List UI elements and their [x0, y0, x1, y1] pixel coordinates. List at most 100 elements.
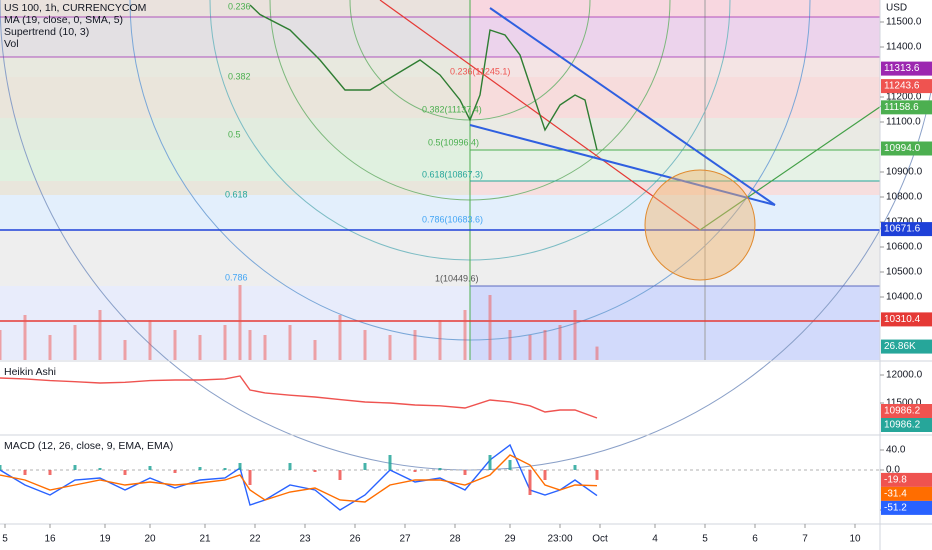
bar — [48, 335, 52, 360]
y-axis-label: USD — [886, 3, 907, 14]
y-tick-label: 10600.0 — [886, 242, 923, 253]
x-tick-label: 20 — [144, 534, 156, 545]
bar — [543, 330, 547, 360]
pane-title: Heikin Ashi — [4, 366, 56, 378]
bar — [463, 470, 467, 475]
y-tick-label: 0.0 — [886, 465, 900, 476]
fib-label: 0.236(11245.1) — [450, 66, 510, 76]
y-tick-label: 11400.0 — [886, 42, 922, 53]
series-line — [0, 443, 598, 511]
price-tag-label: -51.2 — [884, 503, 907, 514]
price-tag-label: 11243.6 — [884, 81, 920, 92]
x-tick-label: 5 — [2, 534, 8, 545]
price-tag-label: 10671.6 — [884, 224, 921, 235]
indicator-legend: MA (19, close, 0, SMA, 5) — [4, 14, 123, 26]
x-tick-label: 22 — [249, 534, 261, 545]
pane: 26.86K — [0, 285, 932, 360]
price-tag-label: 10986.2 — [884, 406, 921, 417]
bar — [98, 468, 102, 470]
price-tag-label: 11313.6 — [884, 63, 920, 74]
bar — [573, 310, 577, 360]
price-tag-label: 26.86K — [884, 341, 916, 352]
x-tick-label: 6 — [752, 534, 758, 545]
x-tick-label: 29 — [504, 534, 516, 545]
bar — [148, 466, 152, 470]
y-tick-label: 10800.0 — [886, 192, 923, 203]
price-tag — [881, 404, 932, 418]
bar — [488, 455, 492, 470]
bar — [263, 335, 267, 360]
bar — [73, 465, 77, 470]
price-tag — [881, 100, 932, 115]
bar — [438, 320, 442, 360]
bar — [438, 468, 442, 470]
bar — [313, 470, 317, 472]
fib-label: 0.5(10996.4) — [428, 137, 479, 147]
bar — [0, 465, 2, 470]
x-tick-label: Oct — [592, 534, 608, 545]
x-tick-label: 4 — [652, 534, 658, 545]
bar — [248, 470, 252, 485]
bar — [528, 470, 532, 495]
bar — [223, 325, 227, 360]
price-tag-label: -19.8 — [884, 475, 907, 486]
bar — [173, 470, 177, 473]
bar — [508, 330, 512, 360]
fib-label: 0.786 — [225, 272, 248, 282]
bar — [23, 470, 27, 475]
fib-label: 0.382(11137.4) — [422, 104, 482, 114]
bar — [595, 470, 599, 480]
x-tick-label: 28 — [449, 534, 461, 545]
fib-label: 0.786(10683.6) — [422, 214, 483, 224]
price-tag — [881, 339, 932, 354]
bar — [528, 335, 532, 360]
price-tag — [881, 141, 932, 156]
price-tag-label: 10986.2 — [884, 420, 921, 431]
y-tick-label: 11500.0 — [886, 398, 922, 409]
bar — [388, 335, 392, 360]
y-tick-label: 11100.0 — [886, 117, 921, 128]
y-tick-label: 11200.0 — [886, 92, 922, 103]
bar — [288, 325, 292, 360]
price-tag-label: 10994.0 — [884, 143, 921, 154]
price-tag — [881, 79, 932, 94]
bar — [543, 470, 547, 480]
y-tick-label: 40.0 — [886, 445, 906, 456]
price-tag-label: -31.4 — [884, 489, 907, 500]
bar — [413, 470, 417, 472]
bar — [288, 463, 292, 470]
fib-label: 1(10449.6) — [435, 273, 479, 283]
price-tag — [881, 486, 932, 501]
bar — [198, 335, 202, 360]
bar — [123, 470, 127, 475]
x-tick-label: 27 — [399, 534, 411, 545]
series-line — [0, 454, 598, 503]
bar — [48, 470, 52, 475]
bar — [558, 325, 562, 360]
fib-label: 0.5 — [228, 129, 241, 139]
y-tick-label: 10900.0 — [886, 167, 923, 178]
price-tag-label: 11158.6 — [884, 102, 919, 113]
bar — [338, 315, 342, 360]
x-tick-label: 19 — [99, 534, 111, 545]
price-tag — [881, 472, 932, 487]
bar — [388, 455, 392, 470]
bar — [223, 468, 227, 470]
bar — [508, 460, 512, 470]
y-tick-label: 10500.0 — [886, 267, 923, 278]
bar — [173, 330, 177, 360]
bar — [238, 463, 242, 470]
pane-title: US 100, 1h, CURRENCYCOM — [4, 2, 146, 14]
x-tick-label: 26 — [349, 534, 361, 545]
price-tag — [881, 312, 932, 327]
bar — [148, 320, 152, 360]
bar — [123, 340, 127, 360]
bar — [463, 310, 467, 360]
x-tick-label: 23:00 — [547, 534, 572, 545]
bar — [363, 330, 367, 360]
x-tick-label: 16 — [44, 534, 56, 545]
